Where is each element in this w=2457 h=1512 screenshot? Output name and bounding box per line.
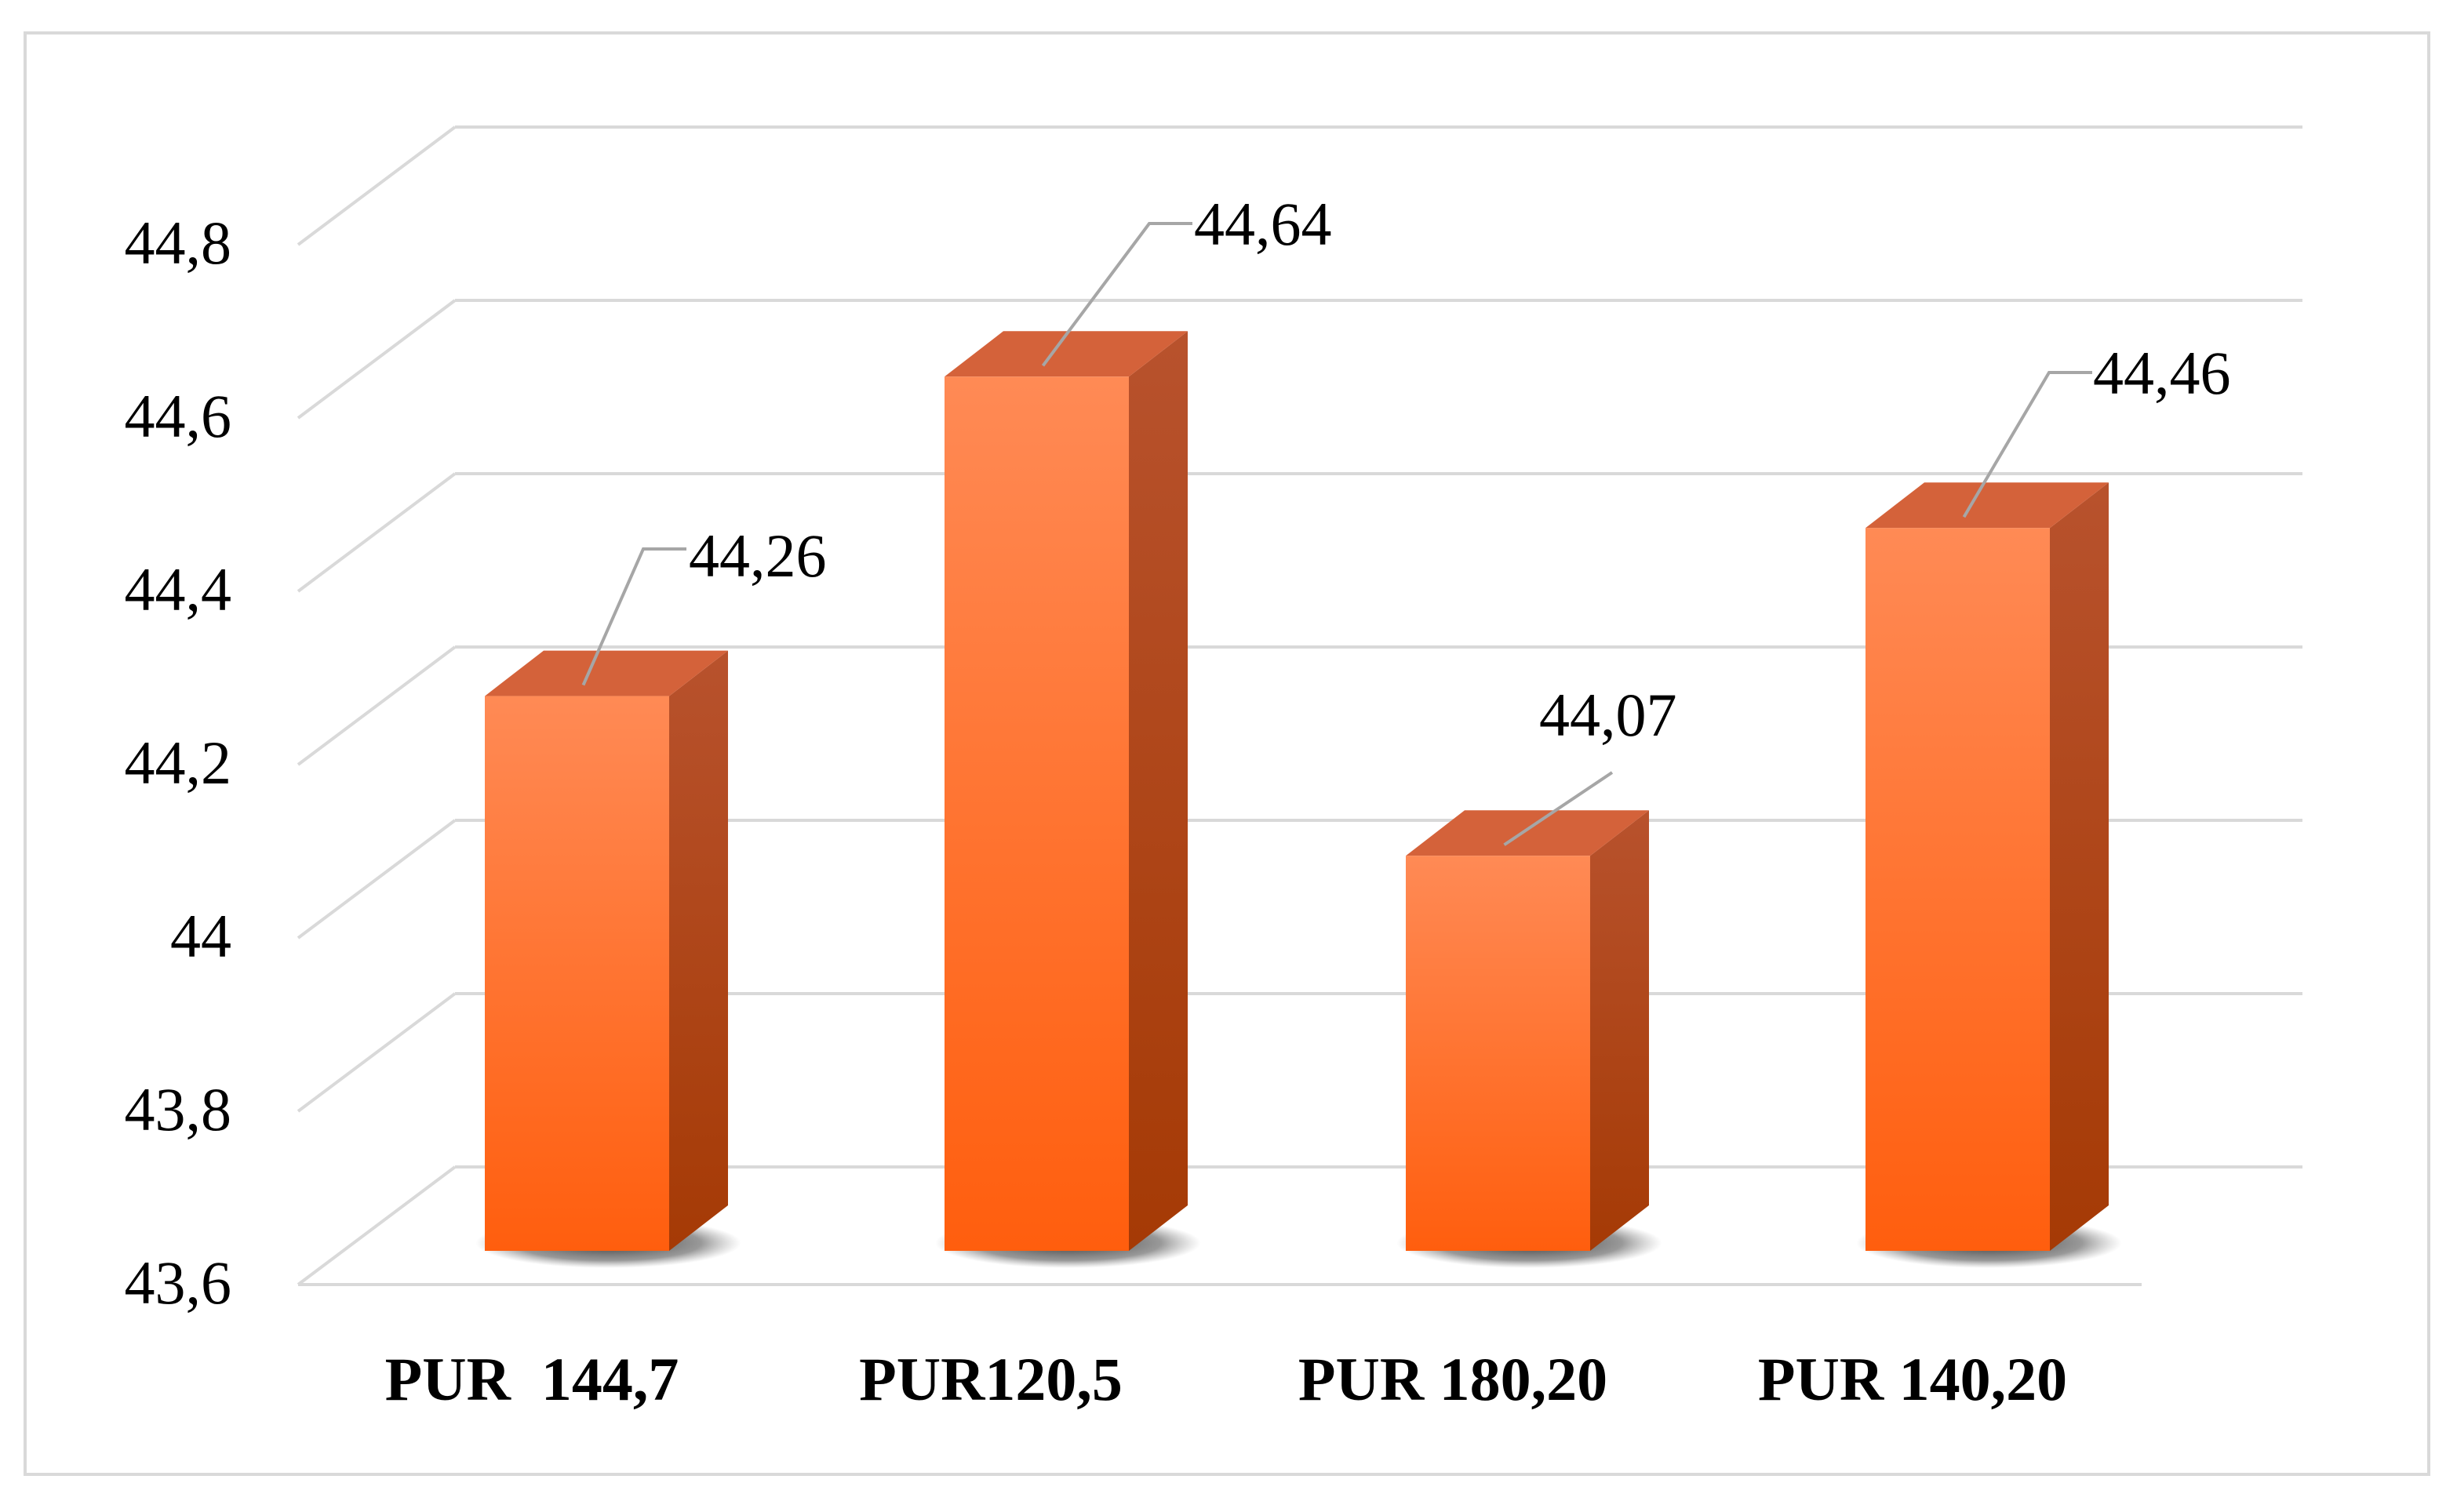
y-axis: 43,6 43,8 44 44,2 44,4 44,6 44,8 bbox=[125, 209, 232, 1317]
leader-line bbox=[1962, 371, 2092, 518]
y-tick-label: 44,4 bbox=[125, 555, 232, 623]
gridline-side bbox=[297, 1165, 457, 1286]
gridline-side bbox=[297, 125, 457, 246]
data-label: 44,46 bbox=[2093, 339, 2231, 407]
data-label: 44,26 bbox=[689, 522, 827, 590]
x-tick-label: PUR 180,20 bbox=[1298, 1345, 1607, 1413]
x-tick-label: PUR 140,20 bbox=[1758, 1345, 2067, 1413]
gridline-side bbox=[297, 299, 457, 420]
gridline-side bbox=[297, 472, 457, 593]
bar bbox=[485, 696, 669, 1251]
bar bbox=[1866, 528, 2050, 1251]
x-tick-label: PUR120,5 bbox=[859, 1345, 1123, 1413]
data-label: 44,64 bbox=[1194, 190, 1332, 258]
bar-side bbox=[1129, 331, 1188, 1251]
x-tick-label: PUR 144,7 bbox=[385, 1345, 679, 1413]
bar-top bbox=[945, 331, 1188, 377]
y-tick-label: 43,8 bbox=[125, 1075, 232, 1143]
leader-line bbox=[1503, 771, 1614, 846]
data-label: 44,07 bbox=[1539, 681, 1677, 749]
x-axis: PUR 144,7 PUR120,5 PUR 180,20 PUR 140,20 bbox=[385, 1345, 2068, 1413]
bar-side bbox=[1590, 810, 1649, 1251]
gridline-side bbox=[297, 819, 457, 940]
data-labels: 44,26 44,64 44,07 44,46 bbox=[581, 190, 2231, 846]
leader-line bbox=[581, 547, 686, 686]
bar-side bbox=[669, 650, 728, 1251]
bar bbox=[945, 376, 1129, 1251]
bar-top bbox=[1866, 482, 2109, 529]
y-tick-label: 44,2 bbox=[125, 729, 232, 797]
y-tick-label: 43,6 bbox=[125, 1248, 232, 1317]
bar-top bbox=[485, 650, 728, 696]
gridline-side bbox=[297, 992, 457, 1113]
bar bbox=[1406, 856, 1590, 1251]
y-tick-label: 44,8 bbox=[125, 209, 232, 277]
y-tick-label: 44 bbox=[170, 902, 231, 970]
gridline-side bbox=[297, 645, 457, 766]
bar-side bbox=[2050, 482, 2109, 1251]
y-tick-label: 44,6 bbox=[125, 382, 232, 450]
bars bbox=[475, 331, 2122, 1268]
bar-top bbox=[1406, 810, 1649, 856]
leader-line bbox=[1041, 222, 1192, 367]
